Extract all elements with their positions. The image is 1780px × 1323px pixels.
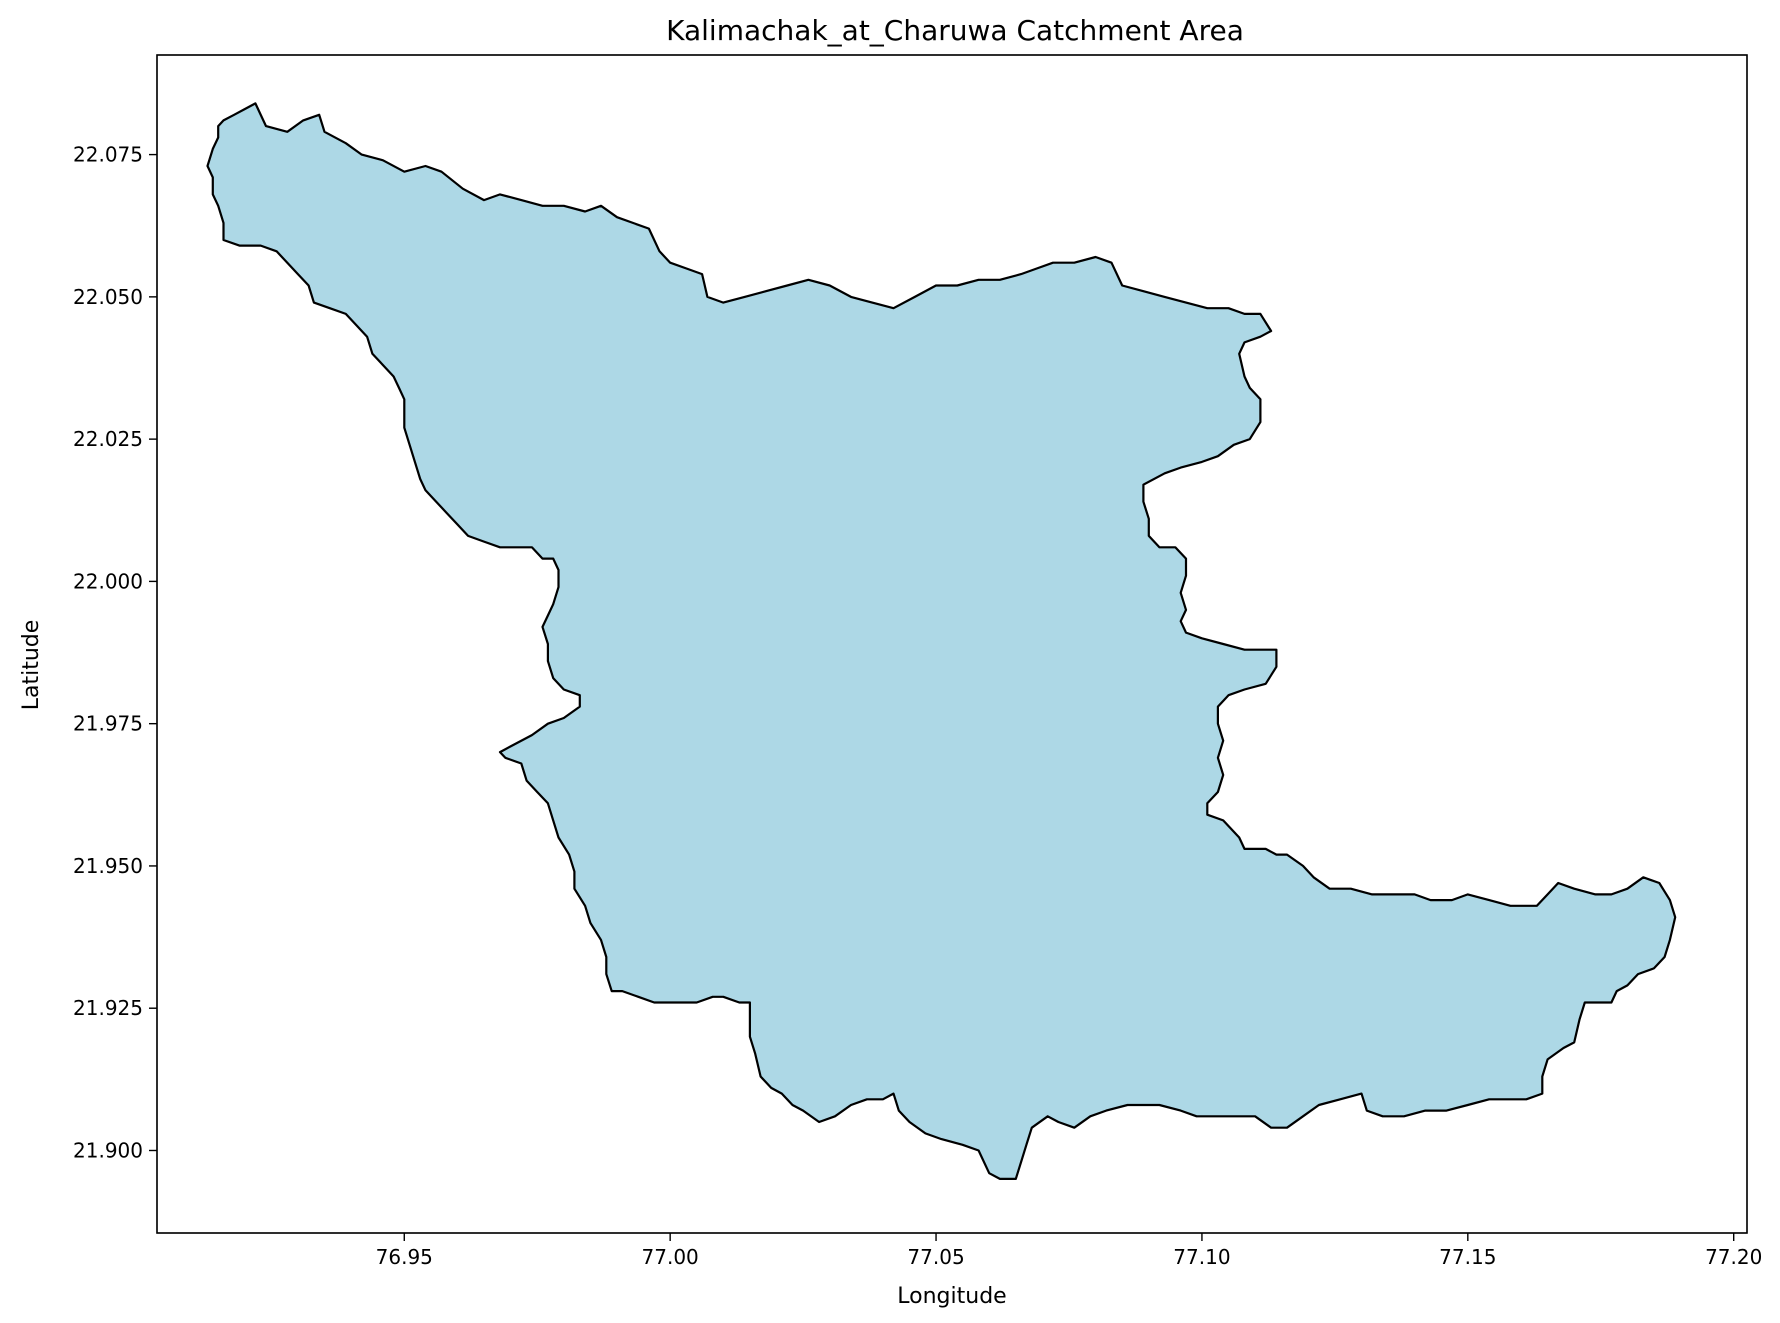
x-tick-label: 77.00 (642, 1245, 699, 1269)
y-tick-label: 22.050 (73, 285, 143, 309)
y-tick-label: 21.975 (73, 712, 143, 736)
y-tick-label: 22.000 (73, 569, 143, 593)
y-tick-label: 21.925 (73, 996, 143, 1020)
x-tick-label: 76.95 (376, 1245, 433, 1269)
y-axis-label: Latitude (19, 620, 44, 711)
y-tick-label: 22.025 (73, 427, 143, 451)
map-title: Kalimachak_at_Charuwa Catchment Area (666, 14, 1244, 47)
y-axis: 21.900 21.925 21.950 21.975 22.000 22.025 22.0… (73, 143, 157, 1162)
x-axis: 76.95 77.00 77.05 77.10 77.15 77.20 (376, 1233, 1762, 1269)
x-tick-label: 77.05 (907, 1245, 964, 1269)
x-tick-label: 77.20 (1705, 1245, 1762, 1269)
plot-border (156, 54, 1748, 1234)
y-tick-label: 22.075 (73, 143, 143, 167)
y-tick-label: 21.900 (73, 1138, 143, 1162)
x-tick-label: 77.10 (1173, 1245, 1230, 1269)
x-axis-label: Longitude (897, 1284, 1006, 1309)
catchment-boundary (206, 102, 1677, 1180)
x-tick-label: 77.15 (1439, 1245, 1496, 1269)
catchment-layer (206, 102, 1677, 1180)
y-tick-label: 21.950 (73, 854, 143, 878)
